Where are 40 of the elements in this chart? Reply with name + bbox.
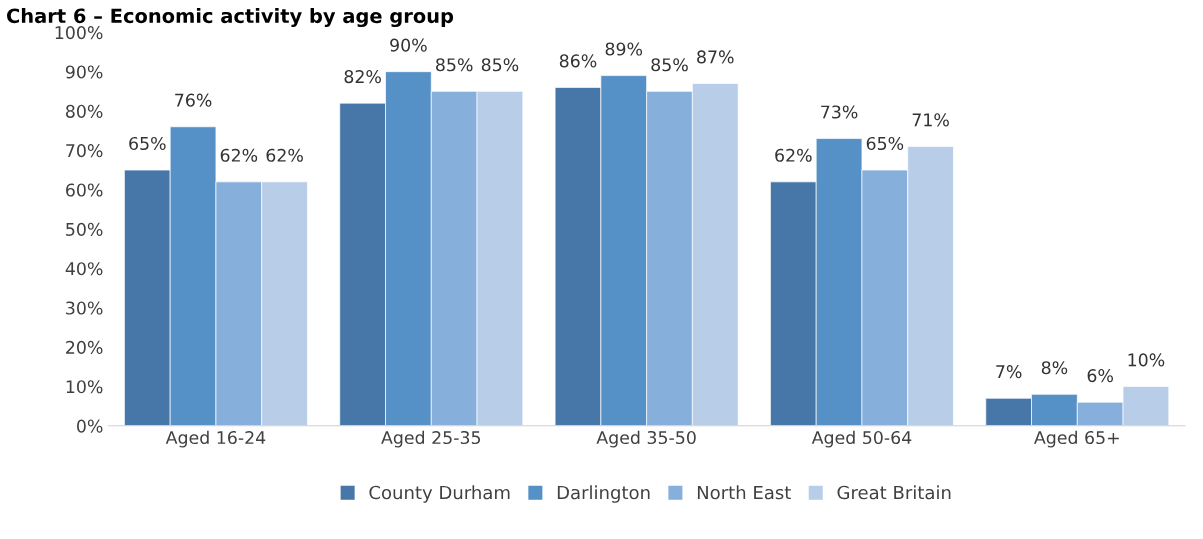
x-tick-label: Aged 35-50 bbox=[596, 430, 696, 448]
data-label: 10% bbox=[1128, 353, 1165, 367]
legend-label: County Durham bbox=[369, 485, 510, 503]
y-tick-label: 80% bbox=[66, 104, 103, 118]
data-label: 62% bbox=[266, 148, 303, 162]
data-label: 71% bbox=[912, 113, 949, 127]
y-tick-label: 30% bbox=[66, 301, 103, 315]
y-tick-label: 90% bbox=[65, 65, 103, 79]
legend-label: Darlington bbox=[557, 485, 650, 503]
y-tick-label: 50% bbox=[66, 222, 103, 236]
data-label: 85% bbox=[481, 58, 519, 72]
data-label: 86% bbox=[559, 54, 597, 68]
data-label: 73% bbox=[821, 105, 858, 119]
x-tick-label: Aged 50-64 bbox=[811, 430, 912, 448]
legend-label: Great Britain bbox=[837, 485, 951, 500]
data-label: 62% bbox=[220, 148, 258, 162]
data-label: 76% bbox=[175, 93, 212, 107]
y-tick-label: 60% bbox=[66, 183, 103, 197]
x-tick-label: Aged 25-35 bbox=[381, 430, 481, 448]
data-label: 65% bbox=[866, 136, 904, 151]
data-label: 89% bbox=[605, 42, 643, 56]
data-label: 8% bbox=[1041, 361, 1068, 375]
data-label: 65% bbox=[129, 136, 166, 151]
y-tick-label: 20% bbox=[66, 340, 103, 354]
y-tick-label: 0% bbox=[77, 419, 103, 433]
y-tick-label: 10% bbox=[66, 380, 103, 394]
data-label: 62% bbox=[775, 148, 812, 162]
data-label: 85% bbox=[651, 58, 688, 72]
y-tick-label: 100% bbox=[55, 26, 103, 40]
legend-label: North East bbox=[697, 485, 791, 500]
x-tick-label: Aged 65+ bbox=[1034, 430, 1119, 448]
y-tick-label: 70% bbox=[66, 144, 103, 158]
x-tick-label: Aged 16-24 bbox=[165, 430, 266, 448]
data-label: 82% bbox=[344, 70, 381, 84]
data-label: 6% bbox=[1087, 369, 1113, 383]
data-label: 85% bbox=[436, 58, 473, 72]
y-tick-label: 40% bbox=[65, 262, 103, 276]
data-label: 7% bbox=[996, 365, 1022, 379]
data-label: 90% bbox=[390, 38, 427, 52]
data-label: 87% bbox=[697, 50, 734, 64]
